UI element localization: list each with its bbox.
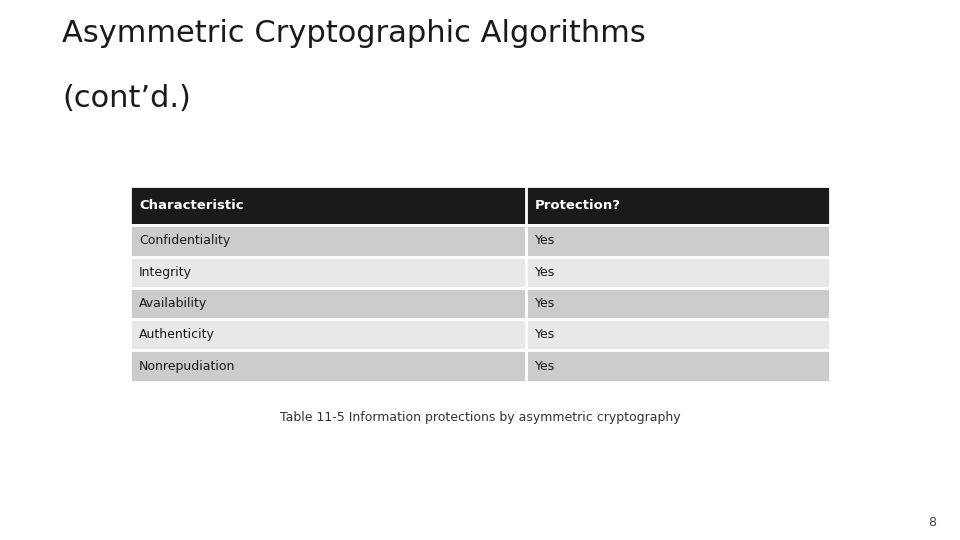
Text: Protection?: Protection? — [535, 199, 621, 212]
Text: Availability: Availability — [139, 297, 207, 310]
Text: Characteristic: Characteristic — [139, 199, 244, 212]
Text: Yes: Yes — [535, 234, 556, 247]
Text: Yes: Yes — [535, 297, 556, 310]
Bar — [130, 350, 830, 382]
Text: Confidentiality: Confidentiality — [139, 234, 230, 247]
Text: Integrity: Integrity — [139, 266, 192, 279]
Text: Yes: Yes — [535, 360, 556, 373]
Bar — [130, 288, 830, 319]
Text: Asymmetric Cryptographic Algorithms: Asymmetric Cryptographic Algorithms — [62, 19, 646, 48]
Text: Yes: Yes — [535, 266, 556, 279]
Bar — [130, 186, 830, 225]
Text: Authenticity: Authenticity — [139, 328, 215, 341]
Bar — [130, 256, 830, 288]
Bar — [130, 225, 830, 256]
Text: (cont’d.): (cont’d.) — [62, 84, 191, 113]
Text: Nonrepudiation: Nonrepudiation — [139, 360, 235, 373]
Text: 8: 8 — [928, 516, 936, 529]
Text: Yes: Yes — [535, 328, 556, 341]
Text: Table 11-5 Information protections by asymmetric cryptography: Table 11-5 Information protections by as… — [279, 411, 681, 424]
Bar — [130, 319, 830, 350]
